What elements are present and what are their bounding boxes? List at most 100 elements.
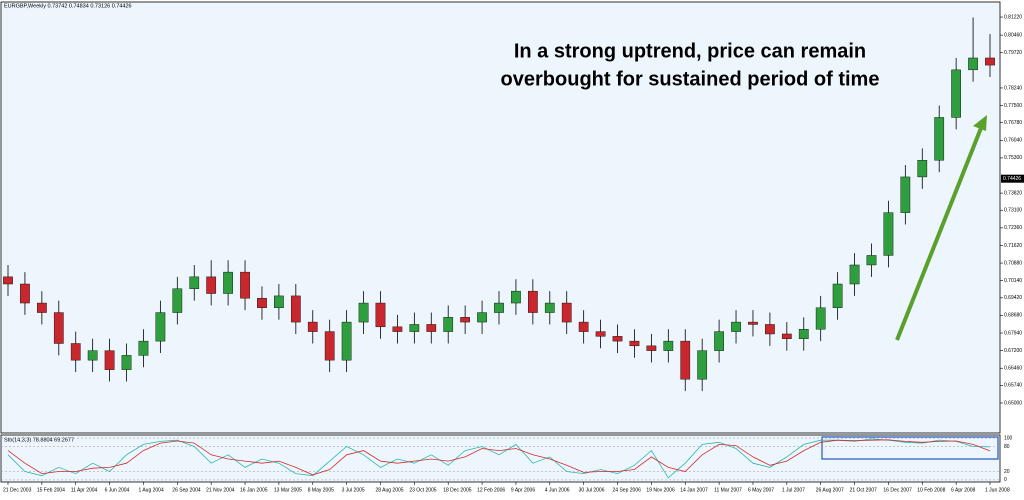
x-tick-label: 26 Aug 2007 bbox=[816, 487, 844, 493]
y-tick-label: 0.79720 bbox=[1004, 50, 1022, 56]
x-tick-label: 1 Jul 2007 bbox=[782, 487, 805, 493]
annotation: In a strong uptrend, price can remain bbox=[514, 40, 866, 62]
y-tick-label: 0.80460 bbox=[1004, 32, 1022, 38]
candle-body bbox=[3, 276, 13, 285]
candle-body bbox=[426, 324, 437, 332]
candle-body bbox=[595, 331, 606, 337]
candle-body bbox=[629, 340, 640, 347]
y-tick-label: 0.66460 bbox=[1004, 366, 1022, 372]
candle-body bbox=[934, 117, 945, 161]
x-tick-label: 30 Jul 2006 bbox=[579, 487, 605, 493]
candle-body bbox=[53, 312, 64, 344]
y-tick-label: 0.76780 bbox=[1004, 120, 1022, 126]
candle-body bbox=[883, 212, 894, 256]
candle-body bbox=[189, 276, 200, 289]
candle-body bbox=[37, 302, 47, 313]
indicator-line bbox=[7, 439, 991, 476]
candle-body bbox=[528, 290, 538, 313]
y-tick-label: 0.69420 bbox=[1004, 295, 1022, 301]
y-tick-label: 0.65000 bbox=[1004, 400, 1022, 406]
candle-body bbox=[968, 57, 978, 71]
chart-title: EURGBP,Weekly 0.73742 0.74834 0.73126 0.… bbox=[4, 3, 132, 9]
y-tick-label: 0.70140 bbox=[1004, 278, 1022, 284]
candle-body bbox=[544, 302, 555, 313]
x-tick-label: 18 Dec 2005 bbox=[443, 487, 472, 493]
candle-body bbox=[900, 176, 911, 213]
trend-arrow bbox=[895, 127, 983, 341]
x-tick-label: 24 Sep 2006 bbox=[613, 487, 642, 493]
x-tick-label: 6 May 2007 bbox=[748, 487, 774, 493]
arrow-head bbox=[973, 115, 987, 131]
indicator-line bbox=[7, 438, 991, 479]
candle-body bbox=[460, 317, 470, 323]
candle-body bbox=[121, 355, 132, 370]
annotation: overbought for sustained period of time bbox=[501, 68, 880, 90]
x-tick-label: 21 Oct 2007 bbox=[850, 487, 877, 493]
candle-body bbox=[375, 302, 386, 328]
candle-body bbox=[612, 336, 623, 342]
candle-body bbox=[274, 295, 284, 308]
candle-body bbox=[849, 264, 860, 285]
indicator-label: Sto(14,3,3) 78.8804 69.2677 bbox=[4, 437, 74, 443]
candle-body bbox=[866, 255, 877, 266]
y-tick-label: 0.71620 bbox=[1004, 243, 1022, 249]
candle-body bbox=[358, 302, 369, 323]
candle-body bbox=[223, 271, 233, 294]
x-tick-label: 14 Jan 2007 bbox=[680, 487, 708, 493]
y-tick-label: 0.73100 bbox=[1004, 208, 1022, 214]
x-tick-label: 3 Jul 2005 bbox=[342, 487, 365, 493]
candle-body bbox=[409, 324, 420, 332]
candle-body bbox=[341, 321, 352, 361]
candle-body bbox=[392, 326, 403, 332]
candle-body bbox=[646, 345, 657, 351]
y-tick-label: 0.65740 bbox=[1004, 383, 1022, 389]
x-tick-label: 11 Mar 2007 bbox=[714, 487, 742, 493]
y-tick-label: 0.77500 bbox=[1004, 103, 1022, 109]
candle-body bbox=[172, 288, 183, 313]
x-tick-label: 12 Feb 2006 bbox=[477, 487, 505, 493]
candle-body bbox=[781, 333, 792, 339]
y-tick-label: 0.70880 bbox=[1004, 260, 1022, 266]
last-price-label: 0.74426 bbox=[1003, 176, 1021, 182]
y-tick-label: 0.75300 bbox=[1004, 155, 1022, 161]
x-tick-label: 6 Apr 2008 bbox=[951, 487, 975, 493]
candle-body bbox=[731, 321, 741, 332]
x-tick-label: 23 Oct 2005 bbox=[409, 487, 436, 493]
candle-body bbox=[798, 329, 809, 339]
highlight-box bbox=[821, 436, 999, 460]
x-tick-label: 11 Apr 2004 bbox=[71, 487, 98, 493]
x-tick-label: 16 Jan 2005 bbox=[240, 487, 268, 493]
x-tick-label: 15 Feb 2004 bbox=[37, 487, 65, 493]
x-tick-label: 21 Nov 2004 bbox=[206, 487, 235, 493]
candle-body bbox=[240, 271, 250, 299]
last-price-box bbox=[1001, 174, 1024, 183]
candle-body bbox=[663, 340, 674, 351]
x-tick-label: 26 Sep 2004 bbox=[172, 487, 201, 493]
candle-body bbox=[832, 283, 843, 308]
y-tick-label: 0.73820 bbox=[1004, 190, 1022, 196]
candle-body bbox=[951, 69, 961, 118]
x-tick-label: 1 Aug 2004 bbox=[138, 487, 164, 493]
x-tick-label: 13 Mar 2005 bbox=[274, 487, 302, 493]
x-tick-label: 6 Jun 2004 bbox=[105, 487, 130, 493]
x-tick-label: 10 Feb 2008 bbox=[917, 487, 945, 493]
candle-body bbox=[680, 340, 691, 380]
x-tick-label: 4 Jun 2006 bbox=[545, 487, 570, 493]
y-tick-label: 0.72360 bbox=[1004, 225, 1022, 231]
y-tick-label: 0.68680 bbox=[1004, 313, 1022, 319]
candle-body bbox=[748, 321, 758, 325]
candle-body bbox=[70, 343, 81, 361]
candle-body bbox=[87, 350, 98, 361]
candle-body bbox=[138, 340, 149, 356]
candle-body bbox=[697, 350, 708, 380]
candle-body bbox=[815, 307, 826, 330]
candle-body bbox=[443, 317, 454, 332]
candle-body bbox=[307, 321, 318, 332]
x-tick-label: 16 Dec 2007 bbox=[883, 487, 912, 493]
candle-body bbox=[511, 290, 521, 304]
candle-body bbox=[714, 331, 724, 351]
y-tick-label: 0 bbox=[1004, 477, 1007, 483]
candle-body bbox=[206, 276, 217, 294]
candle-body bbox=[985, 57, 995, 66]
